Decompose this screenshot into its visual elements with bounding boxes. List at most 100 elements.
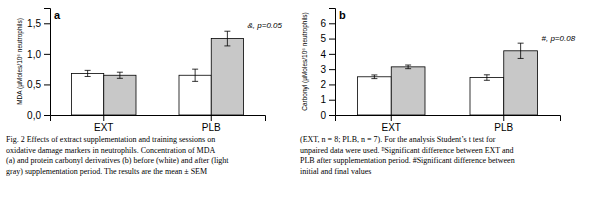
y-tick: 6 (320, 18, 335, 29)
y-tick: 0 (320, 110, 335, 121)
tick-mark (211, 115, 212, 121)
series (72, 69, 212, 115)
error-bar (371, 75, 377, 79)
error-line (195, 69, 196, 81)
error-cap (518, 58, 524, 59)
bar (358, 77, 392, 115)
error-cap (117, 78, 123, 79)
error-cap (85, 70, 91, 71)
tick-label: 0,0 (27, 110, 41, 121)
y-tick: 1 (320, 94, 335, 105)
error-line (408, 65, 409, 69)
panel-label: a (54, 9, 61, 21)
bar (470, 78, 504, 115)
tick-mark (44, 54, 50, 55)
axis-line (329, 9, 336, 116)
x-tick: EXT (382, 115, 401, 133)
error-cap (371, 78, 377, 79)
caption: Fig. 2 Effects of extract supplementatio… (6, 135, 229, 176)
y-axis-label: MDA (µMoles/10⁶ neutrophils) (16, 18, 24, 105)
tick-label: PLB (494, 122, 513, 133)
y-axis: 0 1 2 3 4 5 6 (320, 9, 335, 121)
tick-mark (329, 69, 335, 70)
caption-line: Fig. 2 Effects of extract supplementatio… (6, 135, 215, 144)
tick-label: 1,5 (27, 18, 41, 29)
y-tick: 5 (320, 33, 335, 44)
panel: 0,0 0,5 1,0 1,5 EXT PLB a MDA (µMoles/10⁶ neutr… (16, 9, 283, 134)
error-bar (85, 70, 91, 76)
y-axis-label: Carbonyl (µMoles/10⁶ neutrophils) (301, 12, 309, 111)
axis-line (44, 9, 51, 116)
tick-mark (44, 23, 50, 24)
tick-mark (329, 100, 335, 101)
error-bar (192, 69, 198, 81)
caption-line: (EXT, n = 8; PLB, n = 7). For the analys… (300, 135, 496, 144)
error-cap (117, 72, 123, 73)
error-line (87, 70, 88, 76)
tick-mark (329, 115, 335, 116)
tick-label: 5 (320, 33, 326, 44)
caption-line: PLB after supplementation period. #Signi… (300, 156, 515, 165)
tick-label: PLB (202, 122, 221, 133)
tick-label: 0 (320, 110, 326, 121)
caption: (EXT, n = 8; PLB, n = 7). For the analys… (300, 135, 515, 176)
error-cap (484, 80, 490, 81)
annotation: &, p=0.05 (248, 21, 283, 30)
y-tick: 3 (320, 64, 335, 75)
error-bar (224, 31, 230, 46)
tick-label: 2 (320, 79, 326, 90)
tick-mark (44, 115, 50, 116)
tick-label: 0,5 (27, 79, 41, 90)
tick-mark (44, 84, 50, 85)
error-cap (224, 31, 230, 32)
tick-label: 1 (320, 94, 326, 105)
annotation: #, p=0.08 (542, 34, 576, 43)
error-cap (405, 68, 411, 69)
tick-mark (391, 115, 392, 121)
error-line (227, 31, 228, 46)
tick-mark (103, 115, 104, 121)
bar (179, 75, 211, 115)
tick-label: 4 (320, 49, 326, 60)
caption-line: (a) and protein carbonyl derivatives (b)… (6, 156, 229, 165)
error-line (486, 75, 487, 81)
x-tick: EXT (94, 115, 113, 133)
error-cap (405, 65, 411, 66)
axis-line (336, 116, 561, 122)
error-cap (484, 74, 490, 75)
y-tick: 1,0 (27, 49, 50, 60)
bar (504, 51, 538, 115)
figure: 0,0 0,5 1,0 1,5 EXT PLB a MDA (µMoles/10⁶ neutr… (0, 0, 600, 200)
bar (72, 73, 104, 115)
error-cap (371, 74, 377, 75)
tick-mark (329, 84, 335, 85)
bar (391, 67, 425, 115)
error-bar (117, 72, 123, 78)
y-tick: 4 (320, 49, 335, 60)
error-bar (405, 65, 411, 69)
error-cap (192, 69, 198, 70)
x-axis: EXT PLB (336, 115, 561, 133)
error-bar (484, 75, 490, 81)
tick-mark (329, 39, 335, 40)
panel-label: b (339, 9, 346, 21)
panel: 0 1 2 3 4 5 6 EXT PLB b Carbonyl (µMoles/10⁶ neutr… (301, 9, 576, 134)
tick-label: EXT (94, 122, 113, 133)
tick-label: 1,0 (27, 49, 41, 60)
tick-label: 3 (320, 64, 326, 75)
error-cap (224, 45, 230, 46)
caption-line: initial and final values (300, 167, 371, 176)
error-cap (518, 43, 524, 44)
tick-mark (503, 115, 504, 121)
y-axis: 0,0 0,5 1,0 1,5 (27, 9, 50, 121)
error-cap (192, 81, 198, 82)
series (391, 43, 537, 115)
y-tick: 0,5 (27, 79, 50, 90)
error-cap (85, 76, 91, 77)
x-axis: EXT PLB (51, 115, 266, 133)
marks (72, 31, 244, 115)
error-line (374, 75, 375, 79)
bar (211, 39, 243, 115)
y-tick: 0,0 (27, 110, 50, 121)
caption-line: unpaired data were used. ᴮSignificant di… (300, 146, 514, 155)
